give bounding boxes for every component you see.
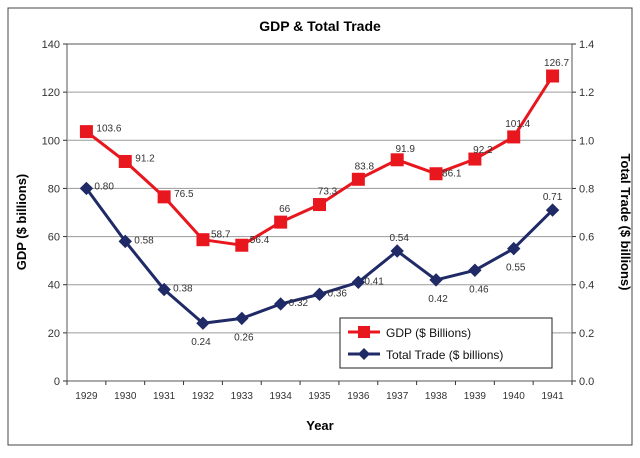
y-axis-label: GDP ($ billions) (14, 174, 29, 271)
data-point-marker (274, 215, 288, 229)
data-point-marker (157, 282, 171, 297)
data-label: 91.2 (135, 153, 155, 164)
y2-axis-label: Total Trade ($ billions) (618, 154, 633, 291)
data-point-marker (157, 190, 171, 204)
data-label: 73.3 (318, 187, 338, 198)
plot-area: 0 20 40 60 80 100 120 140 0.0 0.2 0.4 0.6 0.8 1.0 1.2 1… (42, 39, 595, 402)
x-tick-label: 1930 (114, 391, 137, 402)
data-label: 0.58 (134, 235, 154, 246)
y2-tick-label: 0.6 (579, 232, 594, 244)
data-label: 0.54 (389, 233, 409, 244)
data-label: 0.36 (328, 288, 348, 299)
y2-tick-label: 0.2 (579, 328, 594, 340)
x-tick-label: 1933 (231, 391, 254, 402)
x-tick-label: 1935 (308, 391, 331, 402)
data-label: 58.7 (211, 230, 231, 241)
data-point-marker (429, 167, 443, 181)
data-label: 103.6 (96, 124, 121, 135)
legend-label: Total Trade ($ billions) (386, 348, 503, 362)
y-tick-label: 100 (42, 135, 60, 147)
data-label: 83.8 (355, 161, 375, 172)
x-axis-label: Year (306, 418, 333, 433)
data-label: 0.46 (469, 284, 489, 295)
data-point-marker (351, 275, 366, 290)
y2-tick-label: 0.0 (579, 376, 594, 388)
data-label: 92.2 (473, 145, 493, 156)
data-point-marker (118, 234, 132, 249)
y-tick-label: 40 (48, 280, 60, 292)
x-tick-label: 1931 (153, 391, 176, 402)
data-point-marker (546, 69, 560, 83)
data-label: 66 (279, 204, 291, 215)
data-point-marker (313, 198, 326, 212)
data-point-marker (390, 244, 404, 258)
y2-tick-label: 0.8 (579, 183, 594, 195)
data-label: 0.24 (191, 337, 211, 348)
y2-tick-label: 0.4 (579, 280, 594, 292)
data-label: 0.26 (234, 332, 254, 343)
x-tick-label: 1939 (464, 391, 487, 402)
data-point-marker (273, 297, 288, 311)
data-point-marker (507, 241, 521, 256)
y-tick-label: 20 (48, 328, 60, 340)
data-point-marker (79, 125, 93, 139)
y-tick-label: 120 (42, 87, 60, 99)
data-label: 0.71 (543, 192, 563, 203)
data-label: 91.9 (395, 144, 415, 155)
data-label: 56.4 (250, 235, 270, 246)
data-point-marker (507, 130, 521, 144)
y2-tick-label: 1.0 (579, 135, 594, 147)
data-label: 0.32 (289, 298, 309, 309)
data-point-marker (196, 233, 210, 247)
x-tick-label: 1937 (386, 391, 409, 402)
y-tick-label: 0 (54, 376, 60, 388)
data-point-marker (312, 287, 327, 302)
data-point-marker (79, 181, 94, 196)
x-tick-label: 1941 (541, 391, 564, 402)
data-label: 0.42 (428, 294, 448, 305)
data-point-marker (118, 154, 132, 168)
data-label: 126.7 (544, 58, 569, 69)
chart-title: GDP & Total Trade (259, 18, 381, 34)
y-tick-label: 80 (48, 183, 60, 195)
data-label: 0.38 (173, 284, 193, 295)
x-tick-label: 1938 (425, 391, 448, 402)
data-label: 76.5 (174, 189, 194, 200)
legend-label: GDP ($ Billions) (386, 326, 471, 340)
data-point-marker (545, 203, 560, 217)
y-tick-label: 60 (48, 232, 60, 244)
data-point-marker (429, 273, 443, 287)
data-point-marker (235, 311, 249, 326)
x-tick-label: 1934 (270, 391, 293, 402)
x-tick-label: 1929 (75, 391, 98, 402)
data-point-marker (235, 238, 249, 252)
data-label: 0.80 (94, 181, 114, 192)
data-label: 101.4 (505, 119, 530, 130)
data-point-marker (351, 172, 365, 186)
chart-frame (7, 7, 633, 446)
x-tick-label: 1940 (503, 391, 526, 402)
data-point-marker (390, 153, 404, 167)
data-point-marker (196, 316, 210, 330)
data-point-marker (468, 152, 482, 166)
y-tick-label: 140 (42, 39, 60, 51)
x-tick-label: 1932 (192, 391, 215, 402)
legend-swatch-marker (358, 326, 370, 338)
y2-tick-label: 1.4 (579, 39, 594, 51)
y2-tick-label: 1.2 (579, 87, 594, 99)
data-label: 0.41 (364, 276, 384, 287)
data-label: 0.55 (506, 263, 526, 274)
legend-swatch-marker (358, 348, 370, 360)
data-point-marker (468, 263, 482, 277)
x-tick-label: 1936 (347, 391, 370, 402)
legend-box (339, 317, 553, 369)
data-label: 86.1 (442, 169, 462, 180)
